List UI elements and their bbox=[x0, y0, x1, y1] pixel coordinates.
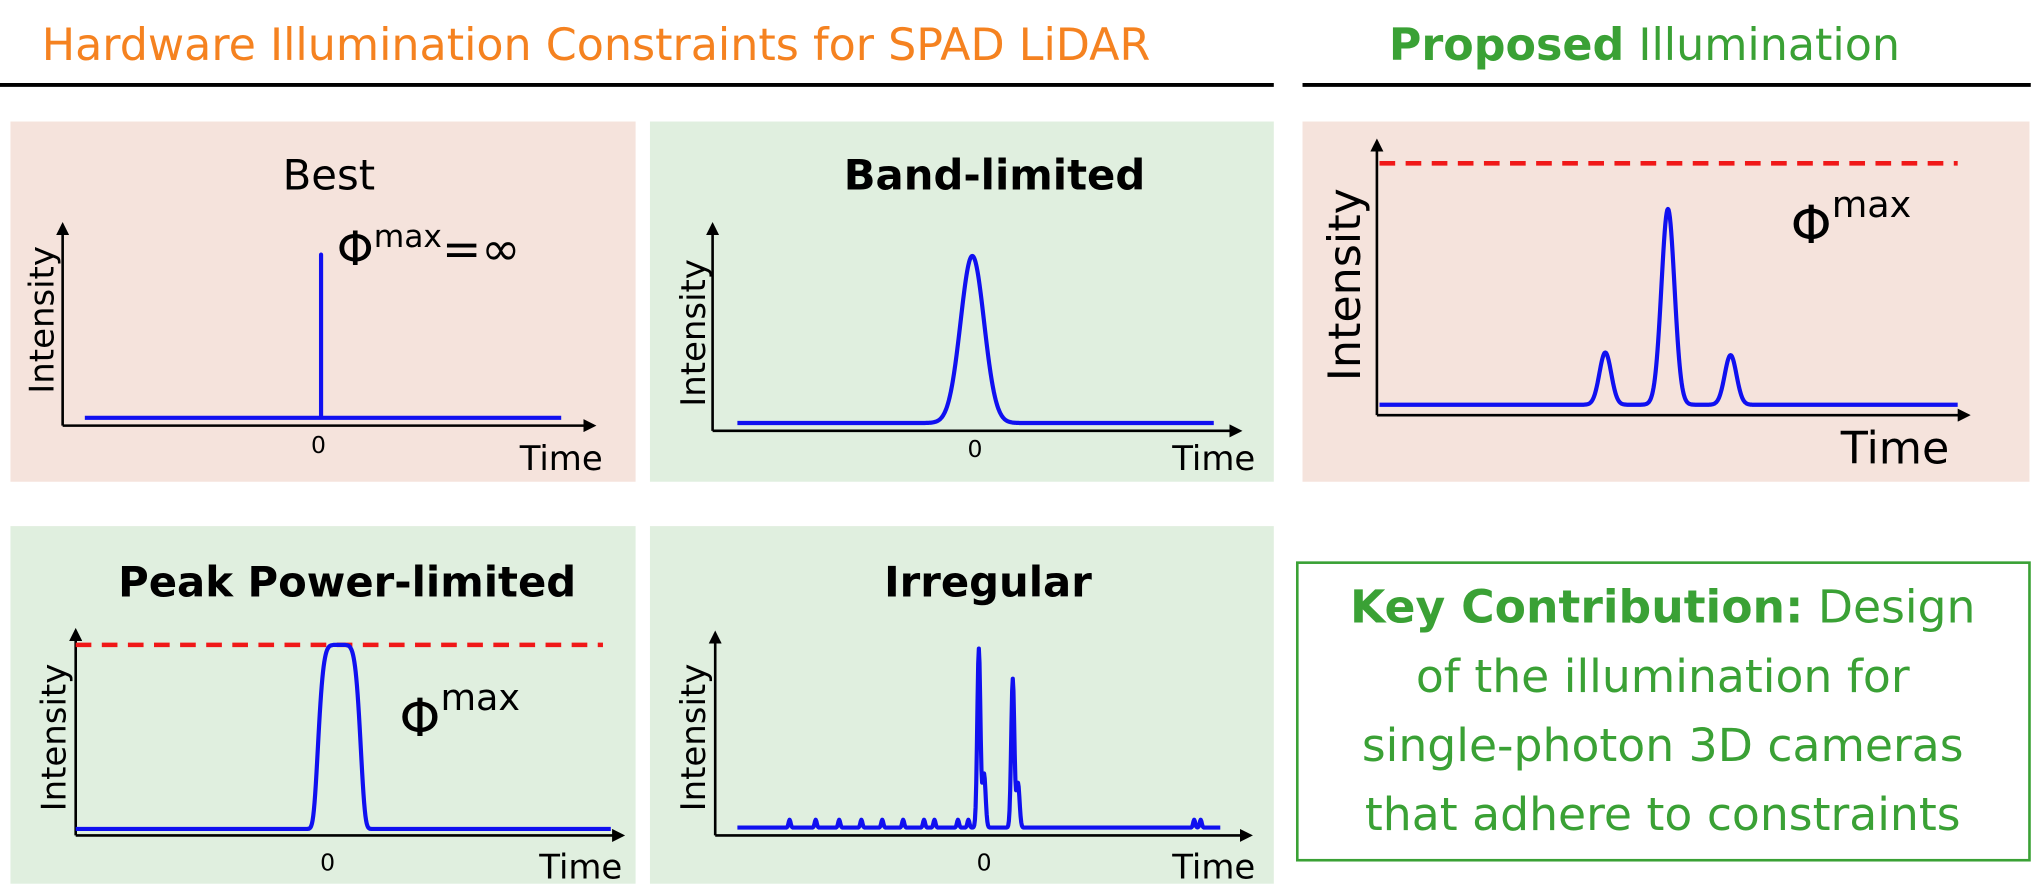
phi: Φ bbox=[399, 689, 440, 749]
superscript: max bbox=[1832, 183, 1912, 226]
panel-bg bbox=[10, 526, 636, 884]
annotation: Φmax bbox=[399, 676, 520, 749]
signal bbox=[735, 646, 1222, 830]
origin-label: 0 bbox=[311, 431, 326, 459]
superscript: max bbox=[374, 219, 442, 255]
origin-label: 0 bbox=[977, 849, 992, 877]
y-label: Intensity bbox=[675, 259, 714, 407]
annotation: Φmax bbox=[1791, 183, 1912, 256]
x-label: Time bbox=[1840, 423, 1950, 474]
key-line: of the illumination for bbox=[1416, 650, 1910, 703]
x-label: Time bbox=[1171, 848, 1255, 887]
x-label: Time bbox=[1171, 440, 1255, 479]
origin-label: 0 bbox=[320, 849, 335, 877]
y-label: Intensity bbox=[675, 664, 714, 812]
panel-bg bbox=[649, 526, 1274, 884]
header-right-rest: Illumination bbox=[1638, 20, 1900, 71]
panel-title: Irregular bbox=[884, 558, 1092, 607]
key-line: single-photon 3D cameras bbox=[1362, 719, 1964, 772]
superscript: max bbox=[440, 676, 520, 719]
key-line: that adhere to constraints bbox=[1365, 788, 1961, 841]
signal bbox=[84, 252, 562, 420]
y-label: Intensity bbox=[24, 246, 63, 394]
header-left: Hardware Illumination Constraints for SP… bbox=[42, 20, 1151, 71]
panel-title: Band-limited bbox=[844, 150, 1146, 199]
signal bbox=[1378, 206, 1960, 407]
signal bbox=[735, 253, 1216, 426]
y-label: Intensity bbox=[35, 664, 74, 812]
x-label: Time bbox=[538, 848, 622, 887]
y-label: Intensity bbox=[1320, 188, 1371, 381]
key-line: Key Contribution: Design bbox=[1350, 581, 1976, 634]
header-right-bold: Proposed bbox=[1389, 20, 1624, 71]
annotation: Φmax=∞ bbox=[337, 219, 521, 277]
signal bbox=[74, 642, 613, 831]
key-text: Key Contribution: Design of the illumina… bbox=[1350, 581, 1976, 842]
key-line-part: Design bbox=[1818, 581, 1976, 634]
key-label: Key Contribution: bbox=[1350, 581, 1803, 634]
suffix: =∞ bbox=[442, 222, 520, 277]
panel-bg bbox=[1302, 121, 2030, 482]
key-box bbox=[1295, 561, 2031, 862]
panel-title: Best bbox=[283, 150, 375, 199]
x-label: Time bbox=[519, 440, 603, 479]
header-right: Proposed Illumination bbox=[1389, 20, 1900, 71]
phi: Φ bbox=[1791, 196, 1832, 256]
origin-label: 0 bbox=[967, 435, 982, 463]
phi: Φ bbox=[337, 222, 374, 277]
panel-title: Peak Power-limited bbox=[118, 558, 576, 607]
